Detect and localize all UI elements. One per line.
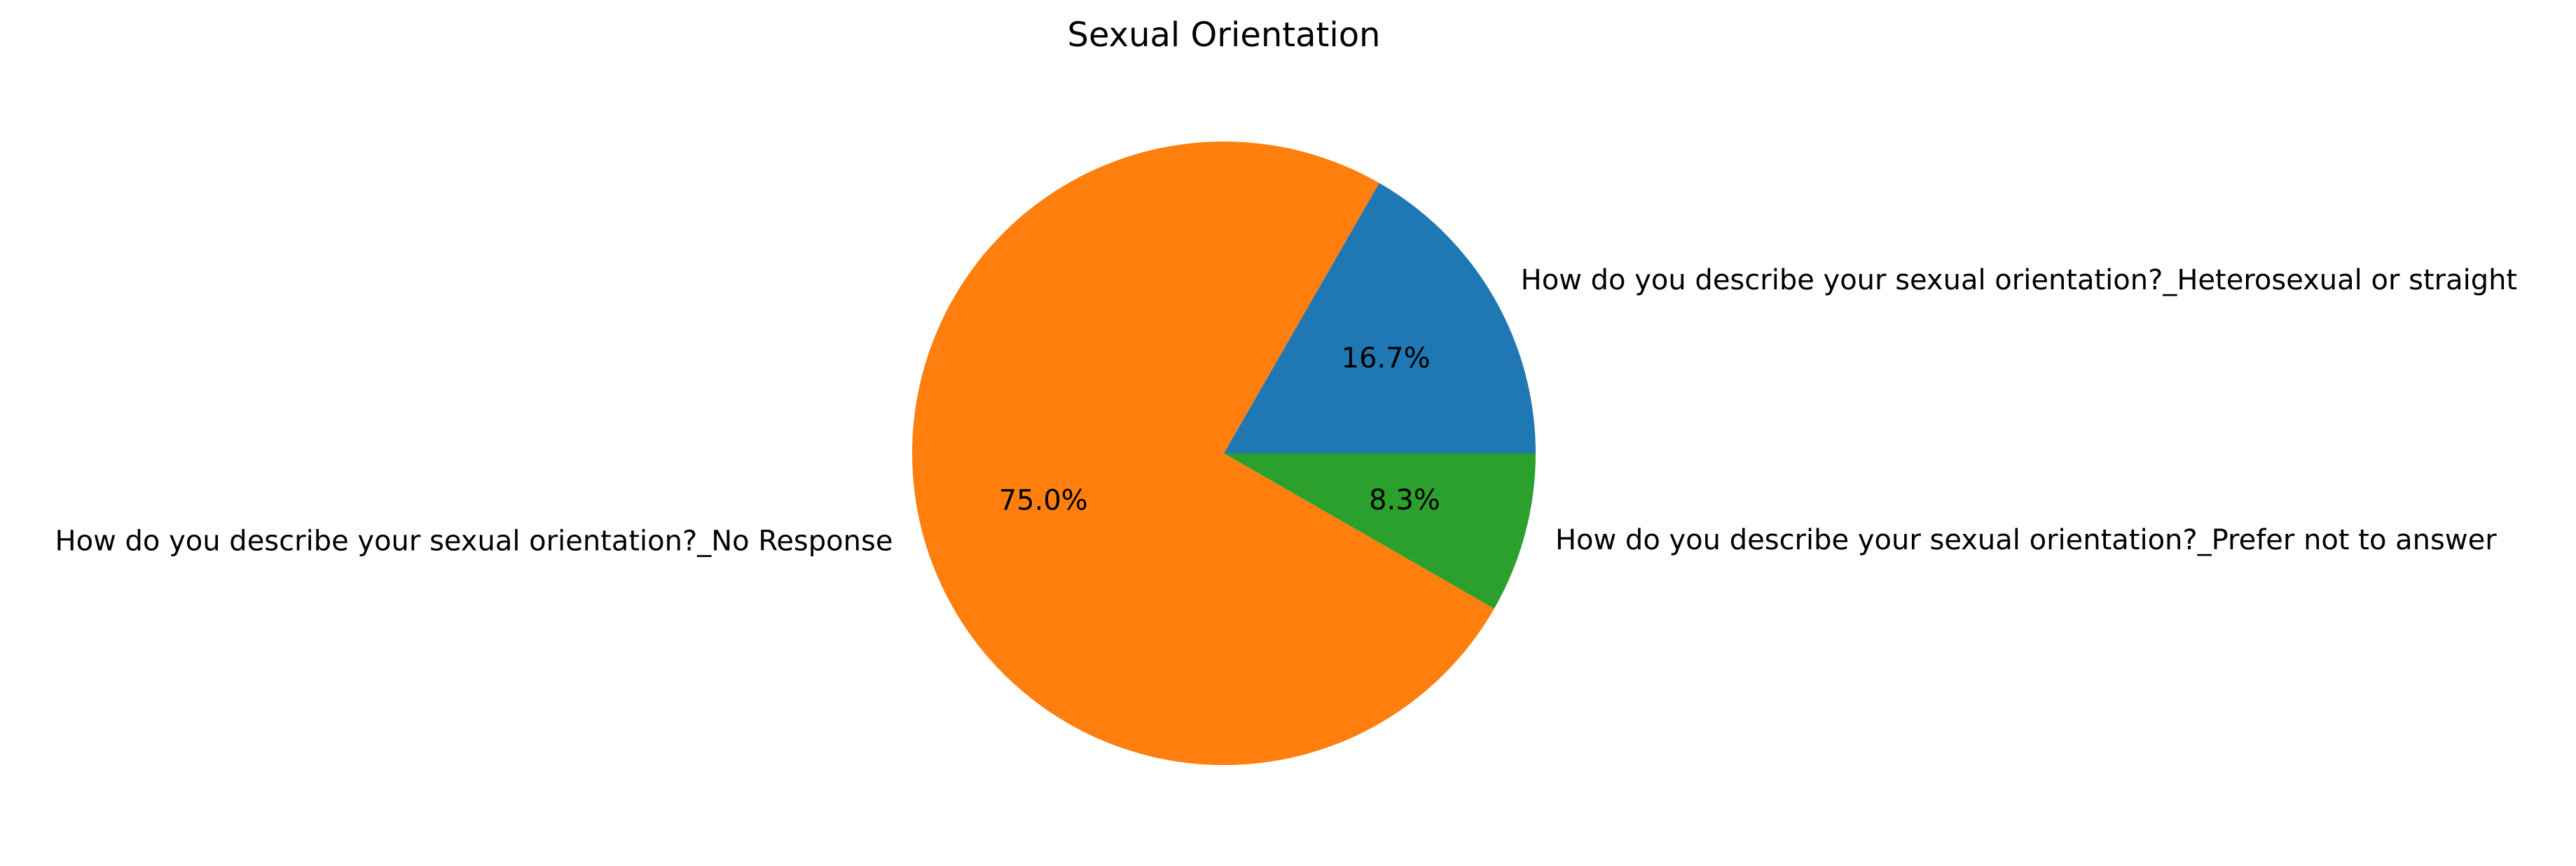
slice-percent-label: 75.0% (999, 485, 1088, 517)
slice-label: How do you describe your sexual orientat… (1521, 264, 2517, 296)
slice-percent-label: 8.3% (1369, 484, 1440, 516)
pie-labels: How do you describe your sexual orientat… (55, 264, 2518, 558)
chart-title: Sexual Orientation (1068, 15, 1381, 55)
slice-percent-label: 16.7% (1342, 342, 1431, 374)
pie-slice-no-response (912, 142, 1494, 766)
pie-slices (912, 142, 1536, 766)
slice-label: How do you describe your sexual orientat… (1555, 524, 2497, 556)
pie-slice-heterosexual-or-straight (1224, 183, 1536, 453)
slice-label: How do you describe your sexual orientat… (55, 525, 893, 558)
pie-slice-prefer-not-to-answer (1224, 453, 1536, 609)
